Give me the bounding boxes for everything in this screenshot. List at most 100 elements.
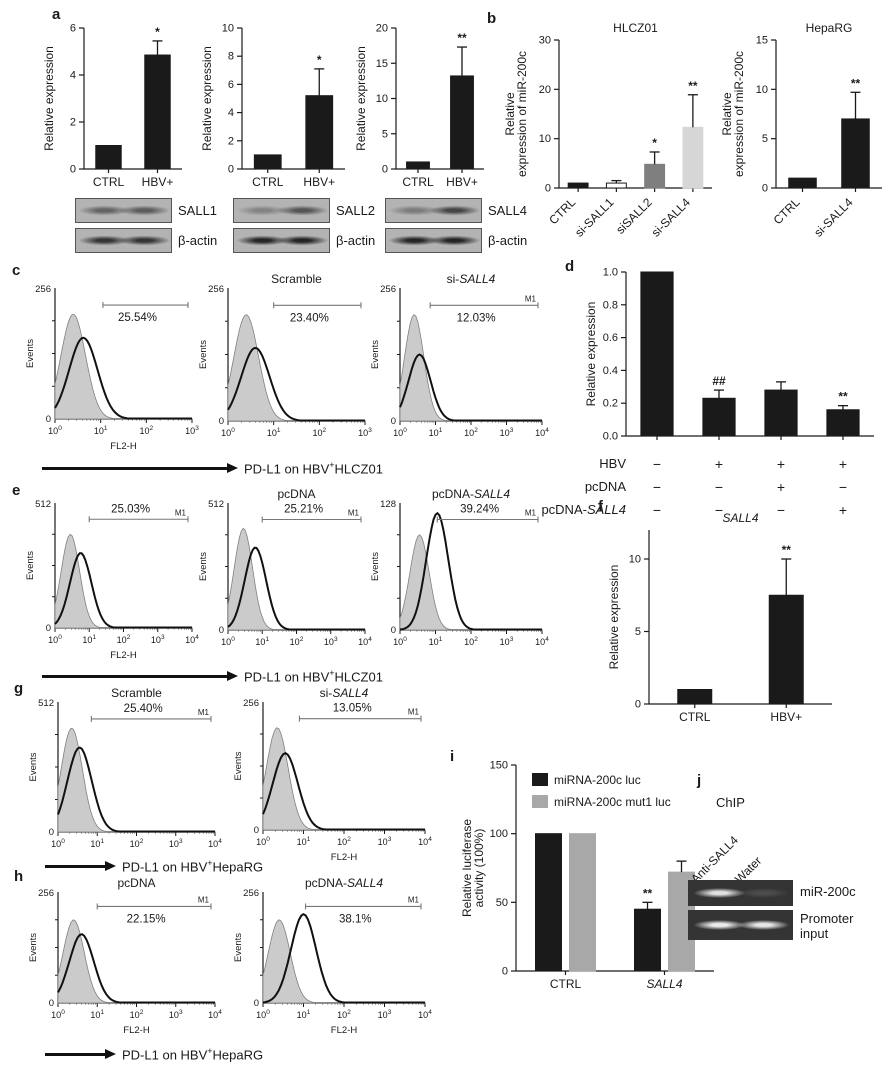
svg-text:256: 256	[243, 888, 259, 899]
svg-text:Relative expression: Relative expression	[607, 565, 621, 670]
svg-text:si-SALL1: si-SALL1	[572, 195, 617, 240]
blot-band-bactin-2	[233, 228, 330, 253]
svg-text:Events: Events	[28, 752, 39, 781]
flow-x-axis-label: PD-L1 on HBV+HepaRG	[122, 1046, 264, 1063]
svg-text:Events: Events	[198, 552, 209, 581]
blot-label-bactin-3: β-actin	[488, 233, 528, 248]
svg-text:HBV+: HBV+	[770, 710, 802, 724]
condition-sign: +	[776, 455, 786, 472]
svg-text:101: 101	[429, 427, 443, 438]
svg-text:0: 0	[762, 183, 768, 195]
svg-text:102: 102	[464, 427, 478, 438]
pdl1-heparg-axis-arrow: PD-L1 on HBV+HepaRG	[45, 858, 263, 874]
svg-text:**: **	[851, 76, 861, 90]
svg-text:pcDNA-SALL4: pcDNA-SALL4	[432, 487, 510, 501]
svg-text:8: 8	[228, 51, 234, 63]
svg-text:0: 0	[382, 164, 388, 176]
pdl1-hlcz01-axis-arrow-2: PD-L1 on HBV+HLCZ01	[42, 668, 383, 684]
svg-text:23.40%: 23.40%	[290, 312, 329, 324]
svg-text:M1: M1	[198, 895, 210, 904]
svg-text:Relative: Relative	[505, 92, 517, 136]
svg-text:22.15%: 22.15%	[127, 913, 166, 925]
svg-text:512: 512	[38, 698, 54, 709]
svg-text:104: 104	[418, 1009, 432, 1020]
svg-text:102: 102	[337, 1009, 351, 1020]
svg-text:10: 10	[629, 554, 641, 566]
svg-text:SALL4: SALL4	[722, 511, 758, 525]
svg-text:CTRL: CTRL	[679, 710, 711, 724]
svg-text:HepaRG: HepaRG	[806, 21, 853, 35]
flow-histogram-scramble-hlcz01: Scramble 256 0 100 101 102 103 Events 23.40%	[198, 272, 373, 445]
panel-label-c: c	[12, 262, 21, 279]
condition-sign: −	[652, 478, 662, 495]
bar-chart-sall4-expression: 0 5 10 15 20 Relative expression ** CTRL HBV+	[352, 18, 492, 193]
svg-text:38.1%: 38.1%	[339, 913, 372, 925]
svg-text:pcDNA-SALL4: pcDNA-SALL4	[305, 876, 383, 890]
svg-text:100: 100	[393, 427, 407, 438]
svg-text:0: 0	[391, 416, 396, 427]
svg-text:102: 102	[313, 427, 327, 438]
svg-text:**: **	[643, 886, 653, 900]
svg-text:Relative expression: Relative expression	[584, 302, 598, 407]
flow-histogram-scramble-heparg: Scramble 512 0 100 101 102 103 104 Events 25.40% M…	[28, 686, 223, 856]
svg-text:*: *	[652, 136, 657, 150]
flow-x-axis-label: PD-L1 on HBV+HLCZ01	[244, 668, 383, 685]
arrow-shaft	[42, 466, 227, 470]
condition-label: pcDNA	[584, 479, 626, 494]
blot-band-sall1	[75, 198, 172, 223]
pdl1-hlcz01-axis-arrow: PD-L1 on HBV+HLCZ01	[42, 460, 383, 476]
svg-text:0: 0	[70, 164, 76, 176]
svg-text:Events: Events	[370, 340, 381, 369]
svg-text:5: 5	[382, 128, 388, 140]
condition-sign: −	[776, 501, 786, 518]
svg-text:104: 104	[208, 1009, 222, 1020]
svg-text:20: 20	[539, 84, 551, 96]
svg-text:102: 102	[117, 634, 131, 645]
svg-text:101: 101	[267, 427, 281, 438]
arrowhead-icon	[105, 1049, 116, 1060]
condition-row-pcdna-sall4: pcDNA-SALL4 − − − +	[470, 498, 890, 521]
chip-gel-mir200c	[688, 880, 793, 906]
svg-text:103: 103	[358, 427, 372, 438]
bar-chart-mir200c-heparg: 0 5 10 15 Relative expression of miR-200c Hepa…	[720, 18, 890, 250]
western-blot-sall4: SALL4 β-actin	[385, 198, 527, 258]
svg-text:101: 101	[297, 1009, 311, 1020]
panel-label-g: g	[14, 680, 24, 697]
svg-text:39.24%: 39.24%	[460, 504, 499, 516]
svg-text:CTRL: CTRL	[93, 175, 125, 189]
svg-text:512: 512	[35, 499, 51, 510]
svg-text:101: 101	[429, 636, 443, 647]
svg-text:15: 15	[376, 58, 388, 70]
svg-text:100: 100	[393, 636, 407, 647]
svg-text:HLCZ01: HLCZ01	[613, 21, 658, 35]
svg-text:104: 104	[185, 634, 199, 645]
svg-text:2: 2	[228, 135, 234, 147]
svg-text:0: 0	[46, 623, 51, 634]
svg-text:0: 0	[254, 998, 259, 1009]
svg-text:101: 101	[90, 1009, 104, 1020]
svg-text:102: 102	[130, 838, 144, 849]
svg-text:**: **	[457, 31, 467, 45]
bar-chart-sall4-heparg: 0 5 10 Relative expression SALL4 ** CTRL HBV+	[605, 508, 840, 728]
blot-band-bactin-1	[75, 228, 172, 253]
svg-text:Scramble: Scramble	[111, 686, 162, 700]
blot-band-sall2	[233, 198, 330, 223]
svg-text:Events: Events	[28, 933, 39, 962]
condition-sign: +	[776, 478, 786, 495]
svg-text:M1: M1	[175, 508, 187, 517]
condition-label: HBV	[599, 456, 626, 471]
condition-sign: −	[714, 478, 724, 495]
svg-text:0: 0	[228, 164, 234, 176]
svg-text:100: 100	[51, 838, 65, 849]
svg-text:512: 512	[208, 499, 224, 510]
svg-text:256: 256	[243, 698, 259, 709]
svg-text:256: 256	[380, 284, 396, 295]
svg-text:Relative: Relative	[722, 92, 734, 136]
svg-text:Scramble: Scramble	[271, 272, 322, 286]
svg-text:*: *	[317, 53, 322, 67]
svg-text:1.0: 1.0	[603, 267, 618, 279]
